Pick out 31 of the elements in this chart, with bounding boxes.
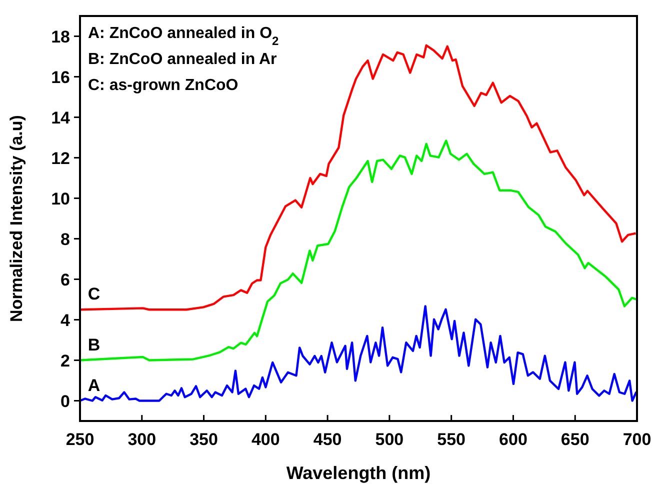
y-tick-label: 14 [51,108,71,128]
y-tick-label: 18 [51,27,70,46]
x-tick-label: 250 [66,430,94,449]
x-tick-label: 600 [499,430,528,449]
series-label: B [88,335,100,354]
series-label: A [88,376,100,395]
y-axis-title: Normalized Intensity (a.u) [7,115,26,322]
x-tick-label: 400 [251,430,280,449]
annotation: C: as-grown ZnCoO [88,77,238,94]
y-tick-label: 4 [60,310,71,330]
line-series [78,44,637,311]
series-label: C [88,284,100,304]
y-tick-label: 6 [60,270,70,290]
x-tick-label: 450 [313,430,342,449]
y-tick-label: 2 [60,351,70,370]
annotation: A: ZnCoO annealed in O$_{2}$ [88,25,280,48]
x-tick-label: 300 [128,430,156,449]
x-tick-label: 500 [375,430,404,449]
x-tick-label: 350 [190,430,218,449]
y-tick-label: 0 [60,392,70,411]
x-tick-label: 700 [622,430,652,449]
x-axis-title: Wavelength (nm) [286,463,431,483]
annotation: B: ZnCoO annealed in Ar [88,51,277,68]
y-tick-label: 10 [51,189,70,208]
x-tick-label: 550 [437,430,466,449]
line-series [78,305,638,402]
line-series [78,140,638,362]
y-tick-label: 8 [60,230,70,249]
y-tick-label: 16 [51,68,70,87]
y-tick-label: 12 [51,148,70,168]
x-tick-label: 650 [560,430,590,449]
